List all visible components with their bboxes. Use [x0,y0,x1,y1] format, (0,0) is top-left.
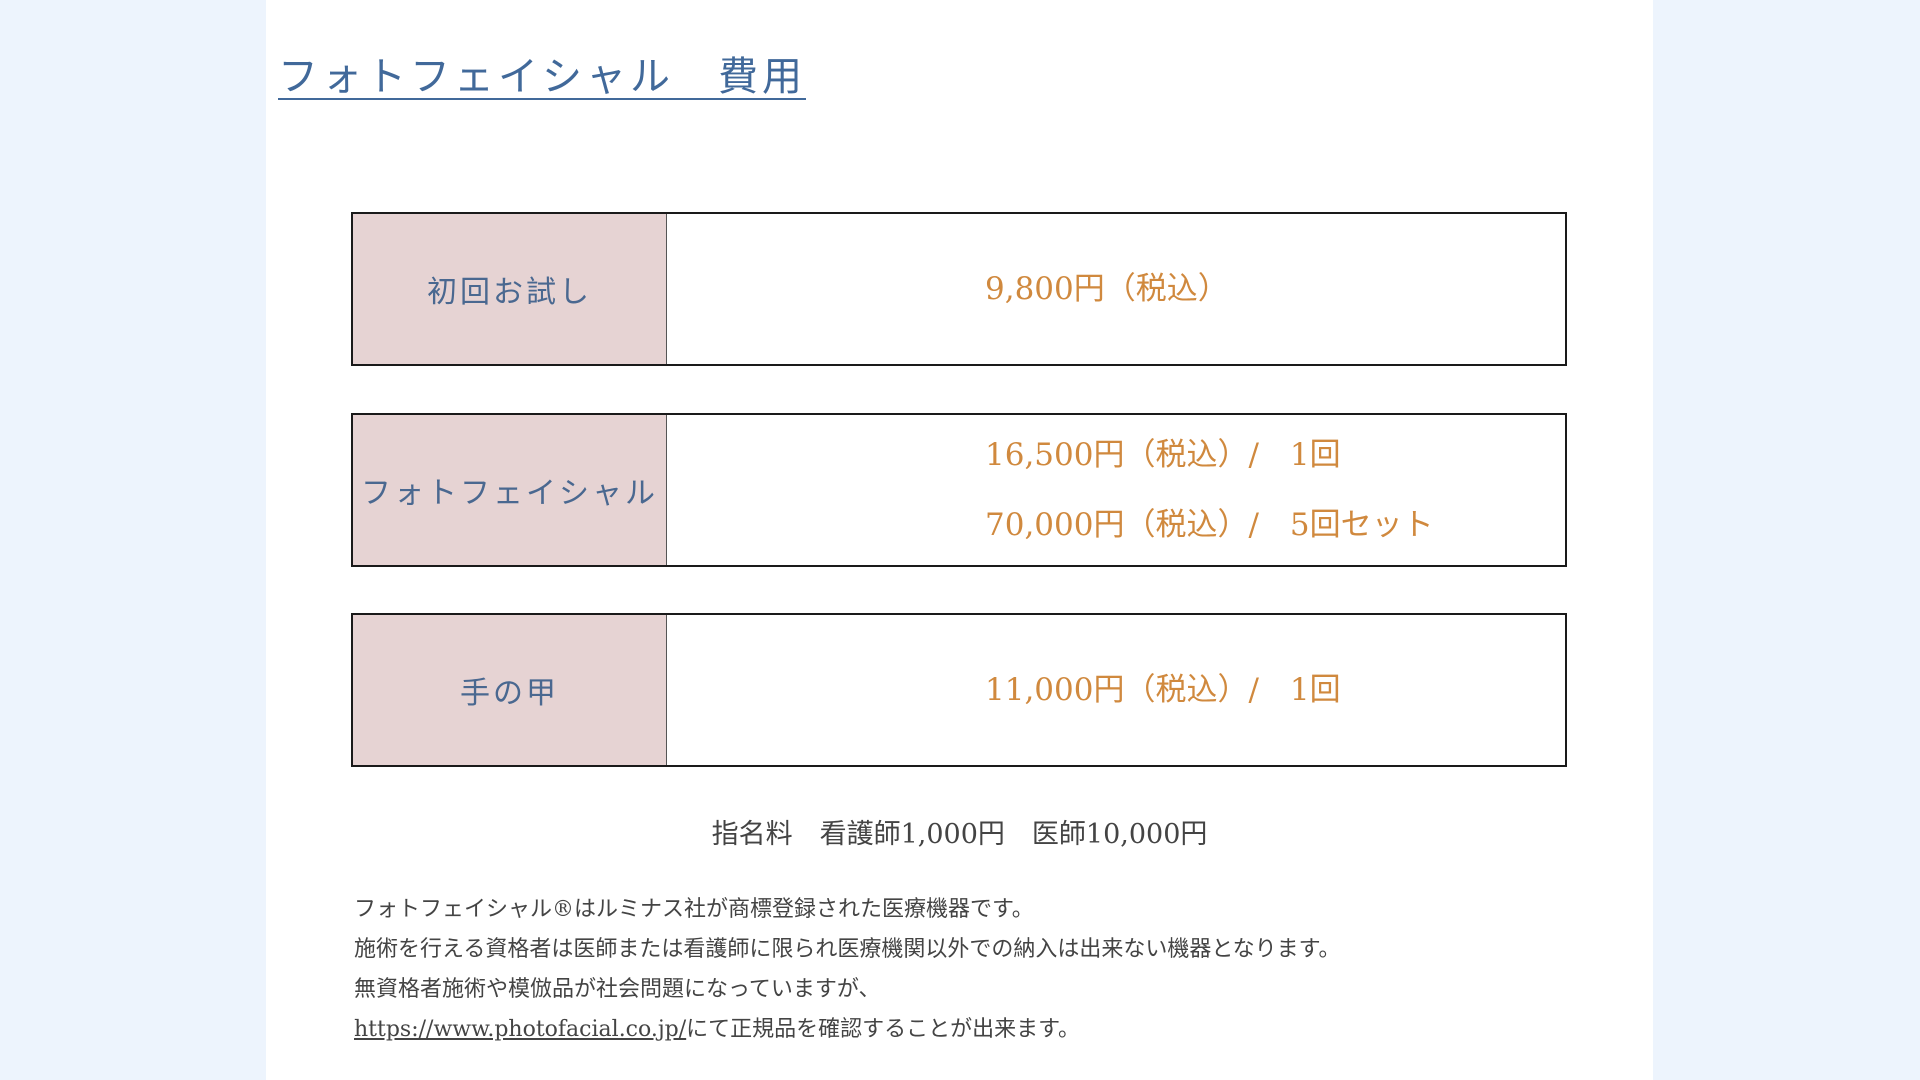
price-label: 手の甲 [353,615,667,765]
note-line: https://www.photofacial.co.jp/にて正規品を確認する… [354,1010,1340,1050]
price-value: 70,000円（税込）/ 5回セット [985,507,1434,543]
price-label: 初回お試し [353,214,667,364]
price-row-hand: 手の甲 11,000円（税込）/ 1回 [351,613,1567,767]
note-line: フォトフェイシャル®はルミナス社が商標登録された医療機器です。 [354,897,1034,922]
notes: フォトフェイシャル®はルミナス社が商標登録された医療機器です。 施術を行える資格… [354,890,1340,1050]
note-text: にて正規品を確認することが出来ます。 [686,1017,1080,1042]
photofacial-link[interactable]: https://www.photofacial.co.jp/ [354,1017,687,1042]
page-title[interactable]: フォトフェイシャル 費用 [278,54,806,100]
price-label: フォトフェイシャル [353,415,667,565]
price-value: 16,500円（税込）/ 1回 [985,437,1341,473]
note-line: 無資格者施術や模倣品が社会問題になっていますが、 [354,977,881,1002]
price-value: 9,800円（税込） [985,271,1229,307]
note-line: 施術を行える資格者は医師または看護師に限られ医療機関以外での納入は出来ない機器と… [354,937,1341,962]
price-value: 11,000円（税込）/ 1回 [985,672,1341,708]
price-row-photofacial: フォトフェイシャル 16,500円（税込）/ 1回 70,000円（税込）/ 5… [351,413,1567,567]
price-row-trial: 初回お試し 9,800円（税込） [351,212,1567,366]
nomination-fee: 指名料 看護師1,000円 医師10,000円 [711,819,1208,850]
content-page: フォトフェイシャル 費用 初回お試し 9,800円（税込） フォトフェイシャル … [266,0,1653,1080]
